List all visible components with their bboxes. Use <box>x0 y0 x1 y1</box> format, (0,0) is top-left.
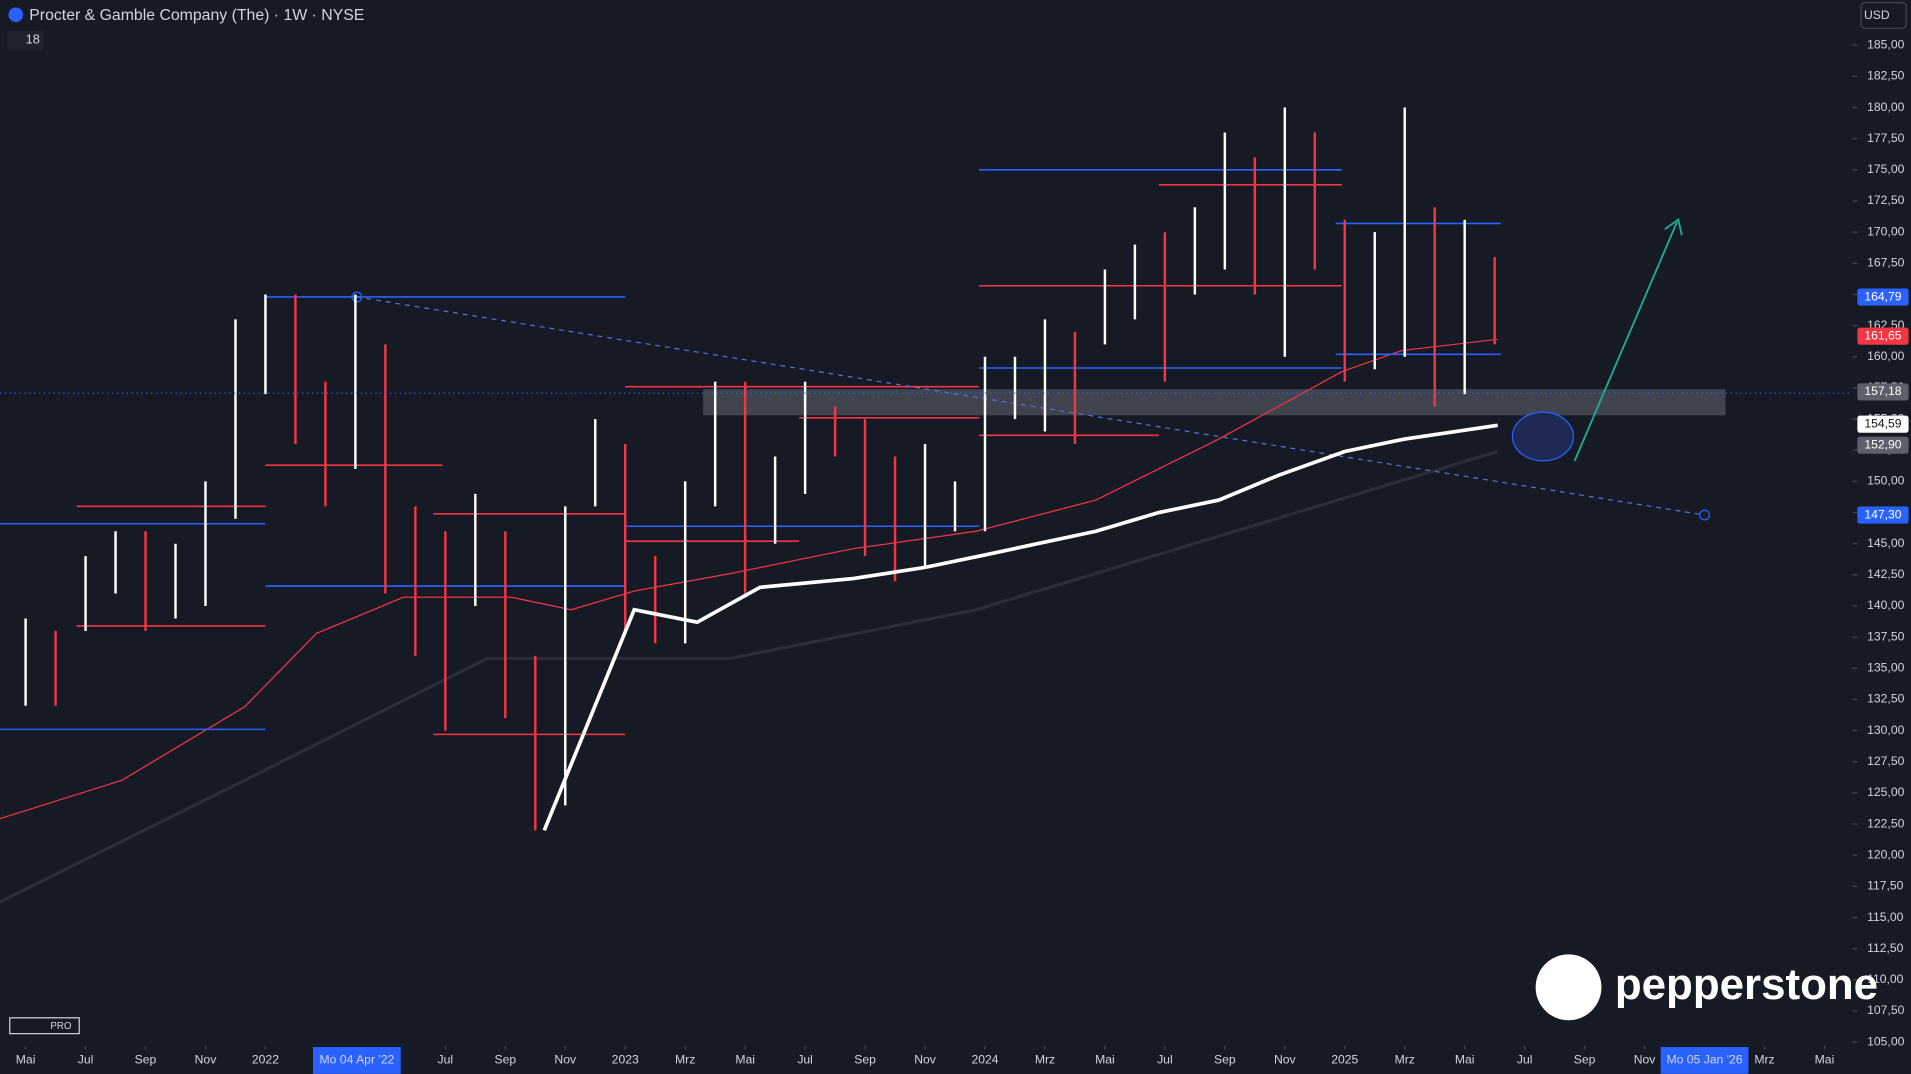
x-tick-label: Nov <box>914 1053 937 1067</box>
y-tick-label: 180,00 <box>1867 100 1904 114</box>
x-tick-label: Jul <box>1157 1053 1173 1067</box>
x-tick-label: Mai <box>1095 1053 1115 1067</box>
x-tick-label: Nov <box>554 1053 577 1067</box>
x-highlight <box>1660 1047 1749 1074</box>
indicator-toggle[interactable] <box>7 30 44 51</box>
y-tick-label: 167,50 <box>1867 256 1904 270</box>
watermark: pepperstone <box>1615 960 1878 1009</box>
x-tick-label: Jul <box>1517 1053 1533 1067</box>
ma-short <box>542 423 1498 832</box>
y-tick-label: 125,00 <box>1867 785 1904 799</box>
y-tick-label: 142,50 <box>1867 567 1904 581</box>
y-tick-label: 105,00 <box>1867 1034 1904 1048</box>
price-badge <box>1857 327 1909 345</box>
x-tick-label: Mo 05 Jan '26 <box>1666 1053 1742 1067</box>
x-highlight <box>313 1047 401 1074</box>
x-tick-label: Sep <box>494 1053 516 1067</box>
x-tick-label: Nov <box>1634 1053 1657 1067</box>
y-tick-label: 112,50 <box>1867 941 1904 955</box>
tv-logo <box>9 1017 80 1035</box>
x-tick-label: Jul <box>438 1053 454 1067</box>
y-tick-label: 130,00 <box>1867 723 1904 737</box>
arrow-head <box>1664 217 1683 236</box>
price-badge-label: 157,18 <box>1864 384 1901 398</box>
plot <box>0 107 1853 904</box>
y-tick-label: 117,50 <box>1867 879 1904 893</box>
y-tick-label: 140,00 <box>1867 598 1904 612</box>
currency-button[interactable] <box>1860 1 1907 29</box>
y-tick-label: 175,00 <box>1867 162 1904 176</box>
x-tick-label: Mai <box>1815 1053 1835 1067</box>
indicator-count: 18 <box>26 32 40 47</box>
y-tick-label: 115,00 <box>1867 910 1904 924</box>
x-tick-label: Sep <box>135 1053 157 1067</box>
price-badge <box>1857 415 1909 433</box>
x-tick-label: Jul <box>797 1053 813 1067</box>
y-axis-panel <box>1852 0 1911 1074</box>
price-badge-label: 152,90 <box>1864 437 1901 451</box>
y-tick-label: 127,50 <box>1867 754 1904 768</box>
x-tick-label: Mai <box>735 1053 755 1067</box>
y-tick-label: 150,00 <box>1867 474 1904 488</box>
y-tick-label: 137,50 <box>1867 629 1904 643</box>
y-tick-label: 107,50 <box>1867 1003 1904 1017</box>
y-tick-label: 182,50 <box>1867 69 1904 83</box>
y-tick-label: 110,00 <box>1867 972 1904 986</box>
pepperstone-logo <box>1535 954 1602 1021</box>
price-badge-label: 147,30 <box>1864 507 1901 521</box>
axes: 105,00 107,50 110,00 112,50 115,00 117,50 120,… <box>16 37 1909 1074</box>
x-tick-label: Sep <box>854 1053 876 1067</box>
y-tick-label: 160,00 <box>1867 349 1904 363</box>
x-tick-label: Nov <box>195 1053 218 1067</box>
x-tick-label: Jul <box>78 1053 94 1067</box>
x-tick-label: 2024 <box>971 1053 998 1067</box>
x-tick-label: Mai <box>1455 1053 1475 1067</box>
price-badge <box>1857 383 1909 401</box>
y-tick-label: 132,50 <box>1867 692 1904 706</box>
x-tick-label: Mrz <box>1754 1053 1774 1067</box>
x-tick-label: Mrz <box>1395 1053 1415 1067</box>
trendline-handle <box>1699 509 1711 521</box>
y-tick-label: 122,50 <box>1867 816 1904 830</box>
projection-arrow <box>1573 221 1678 462</box>
y-tick-label: 170,00 <box>1867 224 1904 238</box>
y-tick-label: 185,00 <box>1867 37 1904 51</box>
trendline-handle <box>351 291 363 303</box>
x-tick-label: Sep <box>1574 1053 1596 1067</box>
price-badge <box>1857 436 1909 454</box>
x-tick-label: Sep <box>1214 1053 1236 1067</box>
price-badge-label: 164,79 <box>1864 289 1901 303</box>
x-axis-panel <box>0 1045 1911 1074</box>
price-badge-label: 154,59 <box>1864 416 1901 430</box>
ma-mid <box>0 338 1498 820</box>
x-tick-label: Mrz <box>675 1053 695 1067</box>
target-ellipse <box>1511 411 1575 462</box>
y-tick-label: 177,50 <box>1867 131 1904 145</box>
symbol-title: Procter & Gamble Company (The) · 1W · NY… <box>29 7 364 24</box>
x-tick-label: Mo 04 Apr '22 <box>320 1053 395 1067</box>
y-tick-label: 135,00 <box>1867 661 1904 675</box>
currency: USD <box>1864 8 1890 22</box>
tv-badge: PRO <box>50 1021 72 1032</box>
x-tick-label: Mai <box>16 1053 36 1067</box>
trendline <box>356 296 1705 516</box>
x-tick-label: 2025 <box>1331 1053 1358 1067</box>
x-tick-label: Nov <box>1274 1053 1297 1067</box>
y-tick-label: 172,50 <box>1867 193 1904 207</box>
price-badge <box>1857 506 1909 524</box>
y-tick-label: 120,00 <box>1867 847 1904 861</box>
x-tick-label: 2022 <box>252 1053 279 1067</box>
y-tick-label: 145,00 <box>1867 536 1904 550</box>
price-badge <box>1857 288 1909 306</box>
price-badge-label: 161,65 <box>1864 328 1901 342</box>
ma-long <box>0 450 1499 904</box>
x-tick-label: Mrz <box>1035 1053 1055 1067</box>
logo <box>8 7 24 23</box>
x-tick-label: 2023 <box>612 1053 639 1067</box>
